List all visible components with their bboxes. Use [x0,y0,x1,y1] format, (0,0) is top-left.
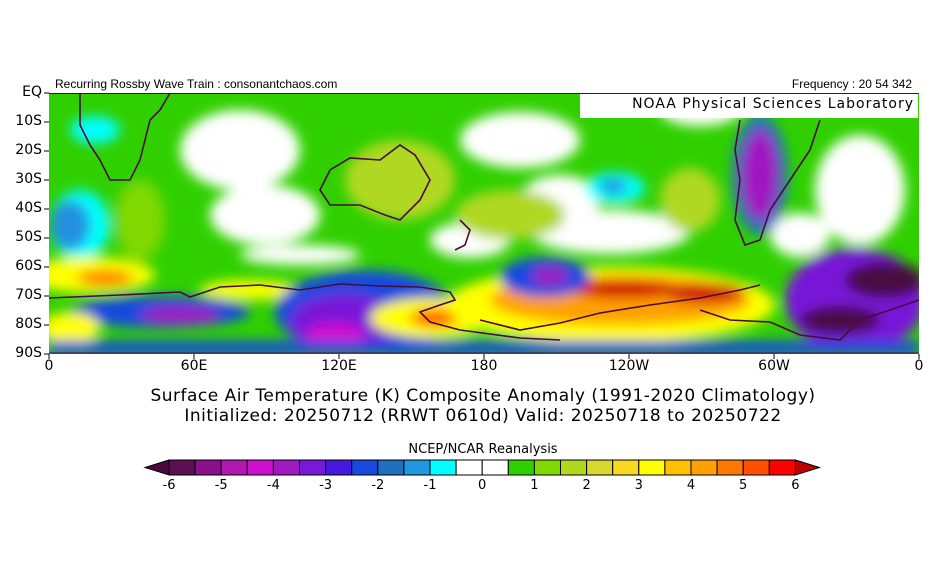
colorbar-swatch [612,459,640,476]
lon-label: 60E [180,358,208,374]
colorbar-swatch [768,459,796,476]
lon-label: 180 [470,358,498,374]
colorbar-swatch [168,459,196,476]
colorbar [143,459,822,476]
colorbar-high-arrow [794,459,822,476]
lon-label: 60W [758,358,790,374]
lon-label: 0 [44,358,54,374]
lat-label: 60S [15,258,42,274]
figure-left-title: Recurring Rossby Wave Train : consonantc… [55,77,338,91]
colorbar-swatch [455,459,483,476]
coastlines [49,93,919,341]
caption-line-1: Surface Air Temperature (K) Composite An… [150,386,816,406]
colorbar-swatch [299,459,327,476]
lat-label: 10S [15,113,42,129]
anomaly-field [49,93,919,354]
lat-label: EQ [22,84,42,100]
colorbar-title: NCEP/NCAR Reanalysis [408,442,558,457]
caption-line-2: Initialized: 20250712 (RRWT 0610d) Valid… [184,406,782,426]
colorbar-label: -3 [319,478,333,493]
colorbar-label: 4 [686,478,696,493]
colorbar-swatch [638,459,666,476]
colorbar-swatch [377,459,405,476]
lon-label: 0 [914,358,924,374]
colorbar-label: -5 [214,478,228,493]
colorbar-swatch [742,459,770,476]
colorbar-swatch [507,459,535,476]
lat-label: 20S [15,142,42,158]
colorbar-low-arrow [143,459,170,476]
colorbar-swatch [690,459,718,476]
lon-label: 120E [321,358,357,374]
colorbar-swatch [351,459,379,476]
colorbar-swatch [220,459,248,476]
colorbar-swatch [272,459,300,476]
lat-label: 80S [15,316,42,332]
lat-label: 90S [15,345,42,361]
colorbar-label: 2 [582,478,591,493]
lat-label: 30S [15,171,42,187]
colorbar-swatch [716,459,744,476]
colorbar-label: 5 [739,478,748,493]
colorbar-swatch [325,459,353,476]
colorbar-label: 3 [634,478,643,493]
colorbar-label: -1 [423,478,437,493]
lon-label: 120W [608,358,650,374]
colorbar-swatch [664,459,692,476]
lab-credit: NOAA Physical Sciences Laboratory [632,96,914,112]
lat-label: 70S [15,287,42,303]
colorbar-label: -6 [162,478,176,493]
colorbar-swatch [481,459,509,476]
colorbar-label: 6 [791,478,800,493]
colorbar-label: -2 [371,478,385,493]
colorbar-label: 0 [478,478,487,493]
axis-ticks [44,92,920,359]
colorbar-label: 1 [530,478,539,493]
colorbar-swatch [403,459,431,476]
colorbar-swatch [194,459,222,476]
colorbar-swatch [586,459,614,476]
lat-label: 50S [15,229,42,245]
colorbar-swatch [560,459,588,476]
lat-label: 40S [15,200,42,216]
colorbar-swatch [533,459,562,476]
colorbar-swatch [246,459,274,476]
colorbar-swatch [429,459,457,476]
colorbar-label: -4 [266,478,280,493]
figure-right-title: Frequency : 20 54 342 [791,77,912,91]
